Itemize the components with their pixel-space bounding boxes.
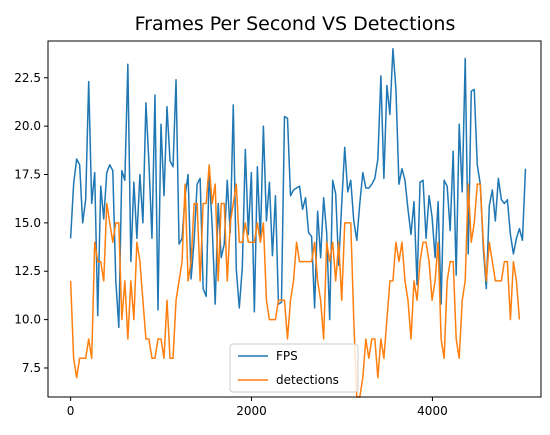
y-tick-label: 10.0: [14, 313, 41, 327]
x-tick-label: 2000: [236, 404, 267, 418]
legend-label-fps: FPS: [276, 349, 298, 363]
legend: FPS detections: [229, 343, 359, 393]
chart-title: Frames Per Second VS Detections: [135, 13, 456, 35]
y-tick-label: 20.0: [14, 119, 41, 133]
plot-area: [69, 47, 527, 398]
legend-label-detections: detections: [276, 373, 339, 387]
y-tick-label: 7.5: [22, 361, 41, 375]
y-tick-label: 17.5: [14, 168, 41, 182]
plot-frame: [47, 40, 542, 398]
x-tick-label: 4000: [417, 404, 448, 418]
y-tick-label: 22.5: [14, 71, 41, 85]
x-axis: 0 2000 4000: [67, 397, 448, 418]
series-line-detections: [69, 164, 521, 398]
x-tick-label: 0: [67, 404, 75, 418]
y-tick-label: 15.0: [14, 216, 41, 230]
series-line-fps: [69, 47, 527, 329]
y-axis: 7.5 10.0 12.5 15.0 17.5 20.0 22.5: [14, 71, 48, 375]
y-tick-label: 12.5: [14, 264, 41, 278]
